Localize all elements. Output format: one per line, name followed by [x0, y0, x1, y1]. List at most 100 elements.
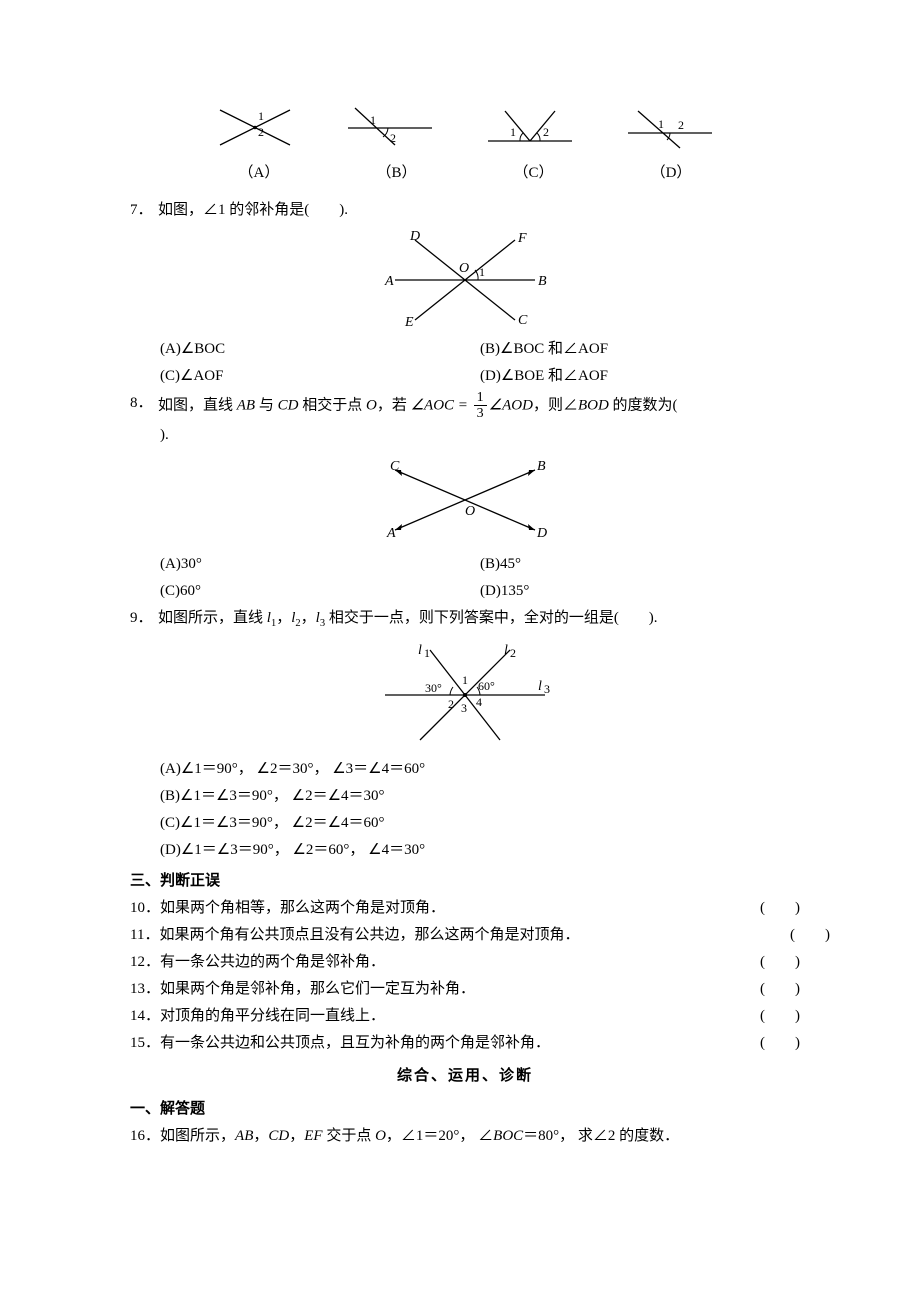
tf-text: 如果两个角是邻补角，那么它们一定互为补角．	[160, 976, 760, 1003]
svg-text:2: 2	[510, 646, 516, 660]
tf-paren: ( )	[760, 976, 800, 1003]
svg-text:1: 1	[462, 673, 468, 687]
svg-text:60°: 60°	[478, 679, 495, 693]
q8-figure: C B A D O	[130, 455, 800, 545]
tf-paren: ( )	[790, 922, 830, 949]
svg-text:1: 1	[258, 109, 264, 123]
q7: 7． 如图，∠1 的邻补角是( ).	[130, 197, 800, 224]
svg-text:F: F	[517, 231, 527, 246]
q8-text-close: ).	[160, 422, 800, 449]
q7-num: 7．	[130, 197, 158, 224]
svg-text:l: l	[538, 679, 542, 694]
tf-num: 14．	[130, 1003, 160, 1030]
section-3-heading: 三、判断正误	[130, 868, 800, 895]
svg-text:3: 3	[544, 682, 550, 696]
q8-options: (A)30° (B)45°	[160, 551, 800, 578]
tf-num: 10．	[130, 895, 160, 922]
q8-opt-b: (B)45°	[480, 551, 800, 578]
svg-text:4: 4	[476, 695, 482, 709]
q8-text: 如图，直线 AB 与 CD 相交于点 O，若 ∠AOC = 13∠AOD，则∠B…	[158, 390, 800, 422]
true-false-list: 10．如果两个角相等，那么这两个角是对顶角．( )11．如果两个角有公共顶点且没…	[130, 895, 800, 1057]
section-1b-heading: 一、解答题	[130, 1096, 800, 1123]
tf-num: 15．	[130, 1030, 160, 1057]
svg-text:2: 2	[448, 697, 454, 711]
svg-text:B: B	[538, 274, 547, 289]
svg-text:1: 1	[479, 265, 485, 279]
fig-label-c: （C）	[514, 160, 554, 187]
section-title-2: 综合、运用、诊断	[130, 1063, 800, 1090]
tf-paren: ( )	[760, 1003, 800, 1030]
svg-text:D: D	[536, 526, 547, 541]
q6-figure-row: 1 2 1 2 1 2 1 2	[190, 100, 740, 155]
q9: 9． 如图所示，直线 l1，l2，l3 相交于一点，则下列答案中，全对的一组是(…	[130, 605, 800, 634]
tf-paren: ( )	[760, 949, 800, 976]
svg-text:1: 1	[370, 113, 376, 127]
svg-text:O: O	[465, 504, 475, 519]
tf-num: 11．	[130, 922, 159, 949]
tf-item: 15．有一条公共边和公共顶点，且互为补角的两个角是邻补角．( )	[130, 1030, 800, 1057]
q6-figure-labels: （A） （B） （C） （D）	[190, 160, 740, 187]
tf-text: 如果两个角相等，那么这两个角是对顶角．	[160, 895, 760, 922]
tf-item: 11．如果两个角有公共顶点且没有公共边，那么这两个角是对顶角．( )	[130, 922, 800, 949]
svg-text:2: 2	[543, 125, 549, 139]
q6-fig-a: 1 2	[210, 100, 300, 155]
tf-text: 如果两个角有公共顶点且没有公共边，那么这两个角是对顶角．	[159, 922, 790, 949]
q9-figure: l1 l2 l3 30° 60° 1 2 3 4	[130, 640, 800, 750]
q7-options: (A)∠BOC (B)∠BOC 和∠AOF	[160, 336, 800, 363]
q7-opt-a: (A)∠BOC	[160, 336, 480, 363]
q9-opt-c: (C)∠1＝∠3＝90°， ∠2＝∠4＝60°	[160, 810, 800, 837]
q7-opt-b: (B)∠BOC 和∠AOF	[480, 336, 800, 363]
svg-text:B: B	[537, 459, 546, 474]
fraction: 13	[474, 390, 487, 422]
tf-item: 12．有一条公共边的两个角是邻补角．( )	[130, 949, 800, 976]
svg-text:2: 2	[678, 118, 684, 132]
tf-paren: ( )	[760, 1030, 800, 1057]
tf-item: 10．如果两个角相等，那么这两个角是对顶角．( )	[130, 895, 800, 922]
svg-text:E: E	[404, 315, 414, 330]
svg-text:A: A	[386, 526, 396, 541]
q7-text: 如图，∠1 的邻补角是( ).	[158, 197, 800, 224]
q16-num: 16．	[130, 1123, 160, 1150]
q16: 16． 如图所示，AB，CD，EF 交于点 O，∠1＝20°， ∠BOC＝80°…	[130, 1123, 800, 1150]
q9-num: 9．	[130, 605, 158, 632]
q6-fig-d: 1 2	[620, 103, 720, 153]
fig-label-a: （A）	[239, 160, 280, 187]
tf-text: 有一条公共边的两个角是邻补角．	[160, 949, 760, 976]
tf-num: 13．	[130, 976, 160, 1003]
fig-label-d: （D）	[651, 160, 692, 187]
svg-text:l: l	[504, 643, 508, 658]
tf-paren: ( )	[760, 895, 800, 922]
q16-text: 如图所示，AB，CD，EF 交于点 O，∠1＝20°， ∠BOC＝80°， 求∠…	[160, 1123, 800, 1150]
tf-num: 12．	[130, 949, 160, 976]
q7-opt-c: (C)∠AOF	[160, 363, 480, 390]
q7-opt-d: (D)∠BOE 和∠AOF	[480, 363, 800, 390]
q9-opt-d: (D)∠1＝∠3＝90°， ∠2＝60°， ∠4＝30°	[160, 837, 800, 864]
svg-text:30°: 30°	[425, 681, 442, 695]
svg-text:l: l	[418, 643, 422, 658]
tf-text: 对顶角的角平分线在同一直线上．	[160, 1003, 760, 1030]
tf-item: 13．如果两个角是邻补角，那么它们一定互为补角．( )	[130, 976, 800, 1003]
svg-text:C: C	[518, 313, 528, 328]
svg-text:2: 2	[390, 131, 396, 145]
q6-fig-b: 1 2	[340, 100, 440, 155]
q8-opt-c: (C)60°	[160, 578, 480, 605]
tf-item: 14．对顶角的角平分线在同一直线上．( )	[130, 1003, 800, 1030]
q9-opt-b: (B)∠1＝∠3＝90°， ∠2＝∠4＝30°	[160, 783, 800, 810]
svg-text:3: 3	[461, 701, 467, 715]
svg-text:1: 1	[424, 646, 430, 660]
q6-fig-c: 1 2	[480, 103, 580, 153]
tf-text: 有一条公共边和公共顶点，且互为补角的两个角是邻补角．	[160, 1030, 760, 1057]
q9-opt-a: (A)∠1＝90°， ∠2＝30°， ∠3＝∠4＝60°	[160, 756, 800, 783]
q8: 8． 如图，直线 AB 与 CD 相交于点 O，若 ∠AOC = 13∠AOD，…	[130, 390, 800, 422]
svg-text:O: O	[459, 261, 469, 276]
q8-num: 8．	[130, 390, 158, 417]
svg-text:D: D	[409, 230, 420, 244]
svg-text:A: A	[384, 274, 394, 289]
svg-text:1: 1	[510, 125, 516, 139]
svg-text:C: C	[390, 459, 400, 474]
q9-text: 如图所示，直线 l1，l2，l3 相交于一点，则下列答案中，全对的一组是( ).	[158, 605, 800, 634]
q7-figure: 1 A B C D E F O	[130, 230, 800, 330]
svg-text:1: 1	[658, 117, 664, 131]
q8-opt-a: (A)30°	[160, 551, 480, 578]
q8-opt-d: (D)135°	[480, 578, 800, 605]
